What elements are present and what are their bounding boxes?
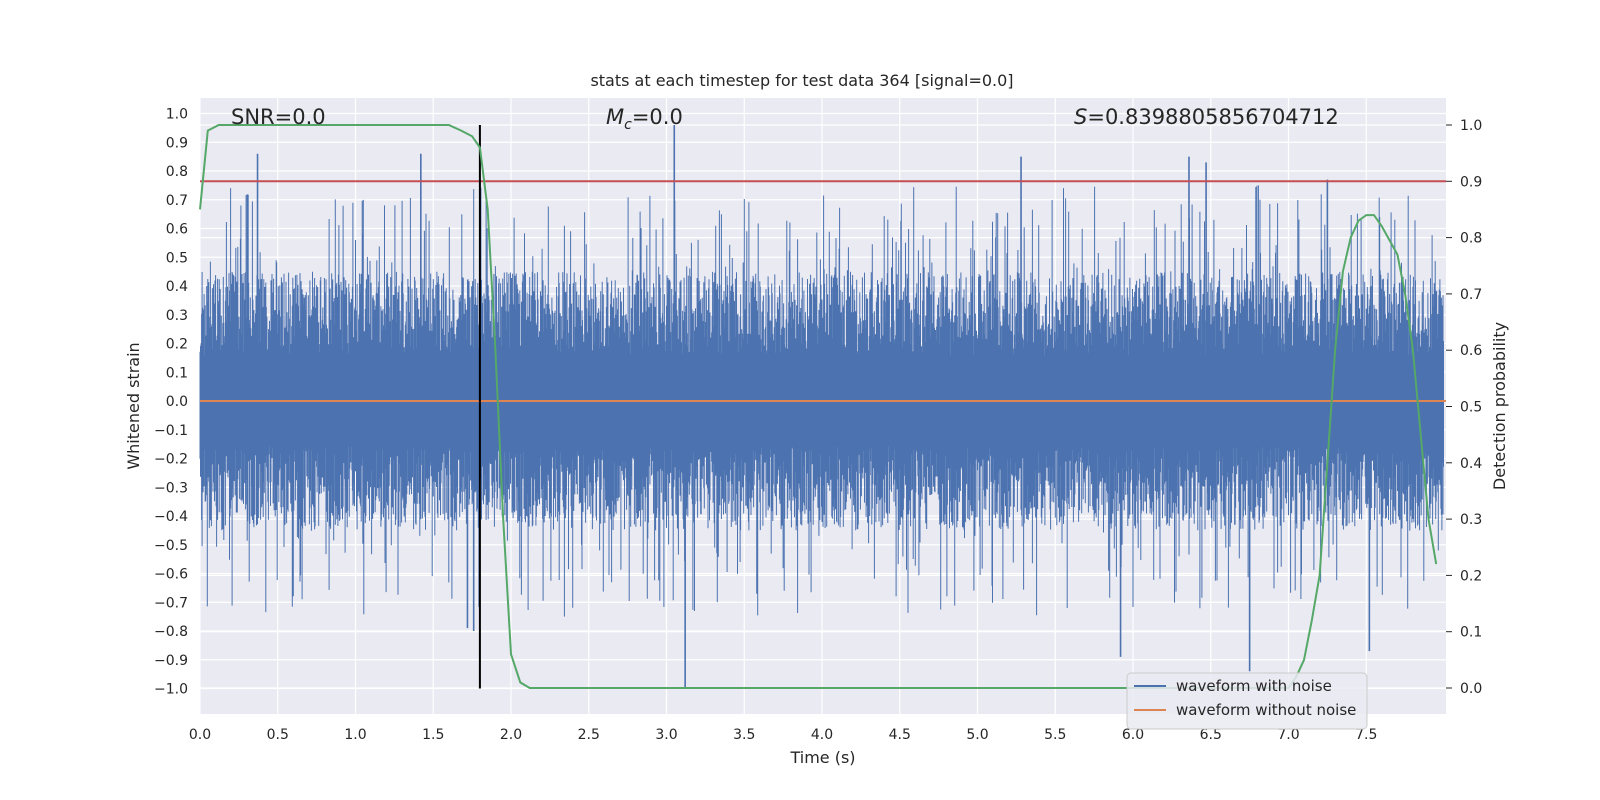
right-y-tick-label: 0.9 [1460,174,1482,190]
y-tick-label: 0.4 [166,279,188,295]
x-axis-ticks: 0.0 0.5 1.0 1.5 2.0 2.5 3.0 3.5 4.0 4.5 5.0 5.5 6.0 6… [189,727,1378,743]
y-tick-label: 0.9 [166,135,188,151]
y-tick-label: −0.8 [154,624,188,640]
y-tick-label: −0.9 [154,653,188,669]
x-tick-label: 0.5 [267,727,289,743]
waveform-with-noise-series [199,125,1444,689]
x-tick-label: 3.5 [733,727,755,743]
x-tick-label: 6.5 [1200,727,1222,743]
legend-label-with-noise: waveform with noise [1176,677,1332,695]
y-tick-label: 0.1 [166,365,188,381]
left-y-axis-label: Whitened strain [124,342,143,469]
right-y-axis-ticks: 1.0 0.9 0.8 0.7 0.6 0.5 0.4 0.3 0.2 0.1 0.0 [1446,118,1482,697]
y-tick-label: 0.5 [166,250,188,266]
detection-probability-line [199,124,1438,689]
x-tick-label: 0.0 [189,727,211,743]
y-tick-label: −0.4 [154,509,188,525]
right-y-tick-label: 1.0 [1460,118,1482,134]
x-tick-label: 2.0 [500,727,522,743]
score-symbol: S [1074,105,1087,129]
right-y-tick-label: 0.5 [1460,400,1482,416]
chart-title: stats at each timestep for test data 364… [590,71,1013,90]
y-tick-label: −0.2 [154,452,188,468]
chirp-mass-subscript: c [624,117,632,133]
x-tick-label: 1.0 [344,727,366,743]
chirp-mass-value: =0.0 [632,105,683,129]
x-tick-label: 5.0 [966,727,988,743]
x-axis-label: Time (s) [789,748,855,767]
y-tick-label: −0.7 [154,595,188,611]
x-tick-label: 2.5 [578,727,600,743]
right-y-tick-label: 0.2 [1460,568,1482,584]
x-tick-label: 6.0 [1122,727,1144,743]
y-tick-label: 0.2 [166,337,188,353]
y-tick-label: −0.1 [154,423,188,439]
right-y-tick-label: 0.1 [1460,625,1482,641]
y-tick-label: 0.0 [166,394,188,410]
y-tick-label: −0.6 [154,567,188,583]
left-y-axis-ticks: 1.0 0.9 0.8 0.7 0.6 0.5 0.4 0.3 0.2 0.1 0.0 −0.1 −0.… [154,107,188,698]
right-y-axis-label: Detection probability [1490,322,1509,490]
right-y-tick-label: 0.4 [1460,456,1482,472]
y-tick-label: −0.5 [154,538,188,554]
y-tick-label: 1.0 [166,107,188,123]
y-tick-label: 0.8 [166,164,188,180]
legend: waveform with noise waveform without noi… [1126,672,1368,730]
snr-annotation: SNR=0.0 [231,105,326,129]
right-y-tick-label: 0.7 [1460,287,1482,303]
legend-label-without-noise: waveform without noise [1176,701,1356,719]
chirp-mass-annotation: Mc=0.0 [606,105,683,133]
y-tick-label: 0.7 [166,193,188,209]
y-tick-label: 0.6 [166,222,188,238]
x-tick-label: 7.0 [1277,727,1299,743]
score-value: =0.8398805856704712 [1087,105,1338,129]
y-tick-label: 0.3 [166,308,188,324]
right-y-tick-label: 0.0 [1460,681,1482,697]
x-tick-label: 4.0 [811,727,833,743]
x-tick-label: 5.5 [1044,727,1066,743]
x-tick-label: 4.5 [889,727,911,743]
x-tick-label: 7.5 [1355,727,1377,743]
x-tick-label: 1.5 [422,727,444,743]
x-tick-label: 3.0 [655,727,677,743]
right-y-tick-label: 0.3 [1460,512,1482,528]
y-tick-label: −0.3 [154,480,188,496]
right-y-tick-label: 0.8 [1460,231,1482,247]
score-annotation: S=0.8398805856704712 [1074,105,1339,129]
y-tick-label: −1.0 [154,682,188,698]
noise-band [199,185,1444,617]
chirp-mass-symbol: M [606,105,624,129]
legend-box [1126,672,1368,730]
right-y-tick-label: 0.6 [1460,343,1482,359]
